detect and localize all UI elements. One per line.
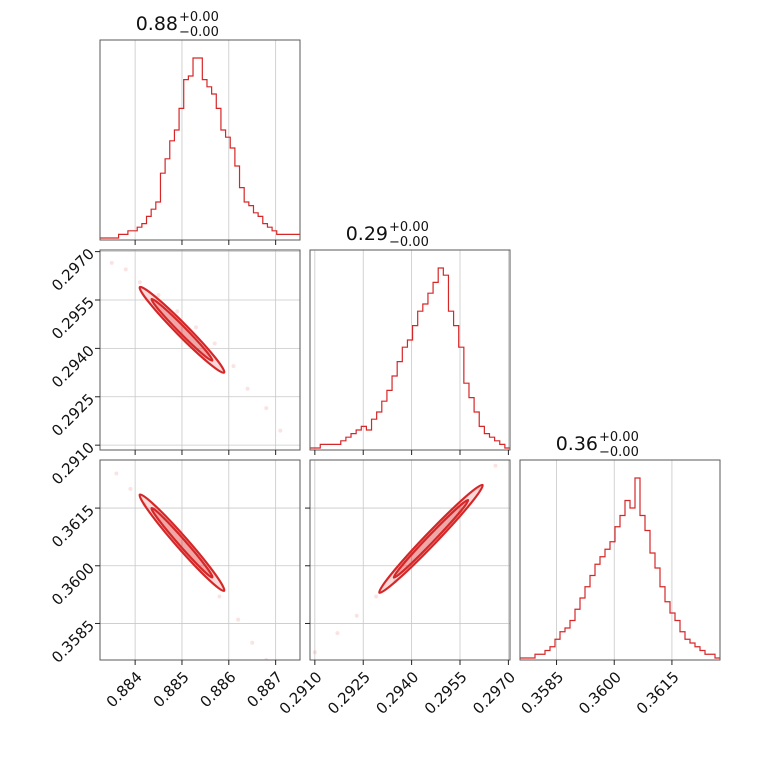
y-tick-label: 0.3585 [48,617,98,667]
panel-frame [309,249,511,451]
panel-frame [309,459,511,661]
sample-point [231,364,236,369]
x-tick-label: 0.2910 [276,668,326,718]
contour-inner [150,297,214,362]
y-tick-label: 0.2910 [48,438,98,488]
x-tick-label: 0.2955 [421,668,471,718]
sample-point [109,260,114,265]
param-title-plus: +0.00 [389,220,429,235]
param-title-plus: +0.00 [179,10,219,25]
sample-point [217,594,222,599]
sample-point [114,471,119,476]
sample-point [312,650,317,655]
param-title-value: 0.36 [556,433,598,455]
x-tick-label: 0.2925 [324,668,374,718]
y-tick-label: 0.3615 [48,501,98,551]
sample-point [236,617,241,622]
sample-point [245,386,250,391]
panel-frame [99,39,301,241]
hist-panel-1: 0.29 +0.00−0.00 [309,220,511,455]
contour-inner [150,506,214,579]
sample-point [278,428,283,433]
x-tick-label: 0.3600 [575,668,625,718]
param-title-minus: −0.00 [179,25,219,40]
scatter-panel-p1_p2 [305,459,511,665]
x-tick-label: 0.3585 [517,668,567,718]
y-tick-label: 0.3600 [48,559,98,609]
y-tick-label: 0.2925 [48,390,98,440]
x-tick-label: 0.2970 [469,668,519,718]
contour-inner [392,498,470,579]
sample-point [335,631,340,636]
scatter-panel-p0_p1 [95,249,301,455]
sample-point [212,341,217,346]
sample-point [194,325,199,330]
scatter-panel-p0_p2 [95,459,301,665]
param-title-minus: −0.00 [599,445,639,460]
sample-point [156,293,161,298]
param-title-minus: −0.00 [389,235,429,250]
panel-frame [99,459,301,661]
param-title-value: 0.88 [136,13,178,35]
sample-point [374,594,379,599]
contour-outer [378,483,484,594]
y-tick-label: 0.2955 [48,293,98,343]
histogram-1 [310,267,510,449]
hist-panel-0: 0.88 +0.00−0.00 [99,10,301,245]
sample-point [123,267,128,272]
panel-frame [99,249,301,451]
sample-point [137,280,142,285]
contour-outer [138,493,226,593]
histogram-2 [520,477,720,659]
hist-panel-2: 0.36 +0.00−0.00 [519,430,721,665]
sample-point [493,463,498,468]
x-tick-label: 0.885 [150,668,193,711]
sample-point [250,640,255,645]
histogram-0 [100,57,300,239]
sample-point [175,309,180,314]
sample-point [354,613,359,618]
contour-outer [138,285,226,374]
x-tick-label: 0.3615 [633,668,683,718]
sample-point [264,406,269,411]
sample-point [128,486,133,491]
x-tick-label: 0.886 [196,668,239,711]
param-title-value: 0.29 [346,223,388,245]
x-tick-label: 0.2940 [373,668,423,718]
panel-frame [519,459,721,661]
x-tick-label: 0.884 [103,668,146,711]
y-tick-label: 0.2940 [48,342,98,392]
param-title-plus: +0.00 [599,430,639,445]
y-tick-label: 0.2970 [48,245,98,295]
